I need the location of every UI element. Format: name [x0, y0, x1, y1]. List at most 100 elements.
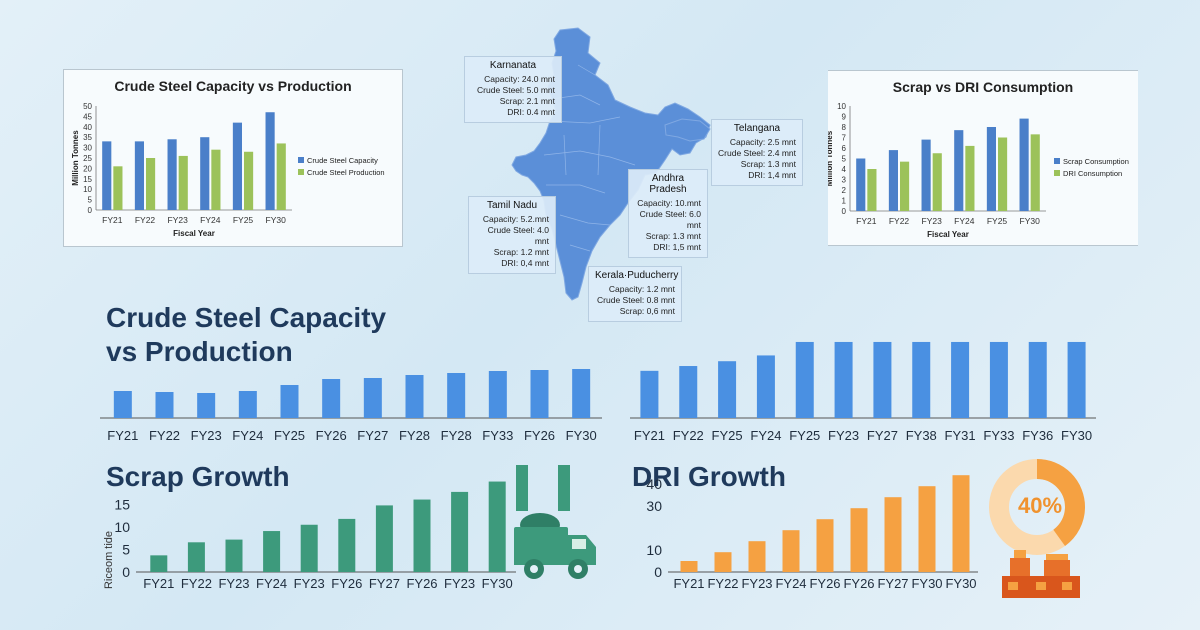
x-tick-label: FY30: [566, 428, 597, 443]
x-tick-label: FY38: [906, 428, 937, 443]
bar-series-2: [998, 137, 1008, 211]
x-tick-label: FY24: [232, 428, 263, 443]
bar-series-1: [200, 137, 210, 210]
x-tick-label: FY27: [357, 428, 388, 443]
callout-line: Capacity: 24.0 mnt: [484, 74, 555, 84]
bar-series-1: [888, 150, 898, 211]
factory-icon: [1002, 550, 1080, 598]
callout-line: DRI: 1,5 mnt: [653, 242, 701, 252]
bar-series-1: [1019, 118, 1029, 211]
main-title-line1: Crude Steel Capacity: [106, 302, 387, 333]
y-tick-label: 30: [83, 144, 92, 153]
y-tick-label: 2: [842, 186, 847, 195]
x-tick-label: FY23: [828, 428, 859, 443]
scrap-dri-panel: Scrap vs DRI Consumption 0 1 2 3 4 5 6 7 8 9 10 FY2…: [828, 70, 1138, 246]
x-tick-label: FY23: [922, 216, 943, 226]
callout-karnanata: Karnanata Capacity: 24.0 mnt Crude Steel…: [464, 56, 562, 123]
bar: [572, 369, 591, 418]
x-tick-label: FY28: [441, 428, 472, 443]
x-tick-label: FY26: [843, 576, 874, 591]
y-tick-label: 10: [837, 102, 846, 111]
bar-series-2: [932, 153, 942, 211]
bar: [225, 539, 243, 572]
y-tick-label: 30: [646, 498, 662, 514]
bar: [1067, 341, 1086, 418]
callout-line: Crude Steel: 4.0 mnt: [487, 225, 549, 246]
dri-growth-title: DRI Growth: [632, 461, 786, 492]
callout-line: DRI: 1,4 mnt: [748, 170, 796, 180]
x-tick-label: FY26: [524, 428, 555, 443]
callout-name: Karnanata: [489, 60, 537, 71]
bar: [197, 393, 216, 418]
x-tick-label: FY21: [634, 428, 665, 443]
bar: [405, 375, 424, 418]
callout-line: Scrap: 1.2 mnt: [493, 247, 549, 257]
bar: [451, 491, 469, 572]
bar-series-2: [965, 145, 975, 211]
y-axis-label: Million Tonnes: [828, 130, 834, 186]
x-tick-label: FY23: [444, 576, 475, 591]
y-tick-label: 5: [88, 196, 93, 205]
bar-series-2: [244, 151, 254, 210]
bar-series-1: [954, 130, 964, 211]
bar-series-1: [921, 139, 931, 211]
bar-series-2: [867, 169, 877, 211]
x-tick-label: FY22: [149, 428, 180, 443]
x-tick-label: FY30: [1061, 428, 1092, 443]
bar-series-2: [146, 158, 156, 210]
bar: [952, 475, 970, 572]
callout-andhra-pradesh: Andhra Pradesh Capacity: 10.mnt Crude St…: [628, 169, 708, 258]
callout-line: DRI: 0,4 mnt: [501, 258, 549, 268]
bar: [322, 379, 341, 418]
y-tick-label: 9: [842, 113, 847, 122]
x-tick-label: FY31: [945, 428, 976, 443]
bar: [413, 499, 431, 572]
x-axis-label: Fiscal Year: [927, 230, 969, 239]
chart-title: Scrap vs DRI Consumption: [892, 79, 1074, 95]
x-tick-label: FY22: [135, 215, 156, 225]
y-tick-label: 0: [88, 206, 93, 215]
bar: [795, 341, 814, 418]
state-borders: [543, 64, 636, 252]
x-tick-label: FY30: [945, 576, 976, 591]
truck-icon: [514, 465, 596, 579]
x-tick-label: FY25: [987, 216, 1008, 226]
bar: [530, 370, 549, 418]
x-tick-label: FY25: [712, 428, 743, 443]
bar: [873, 341, 892, 418]
bar-series-1: [265, 112, 275, 210]
y-tick-label: 8: [842, 123, 847, 132]
y-tick-label: 10: [114, 519, 130, 535]
x-tick-label: FY27: [369, 576, 400, 591]
northeast-region: [664, 118, 711, 142]
bar: [263, 531, 281, 572]
main-title-line2: vs Production: [106, 336, 293, 367]
x-tick-label: FY22: [889, 216, 910, 226]
callout-kerala-puducherry: Kerala·Puducherry Capacity: 1.2 mnt Crud…: [588, 266, 682, 322]
x-tick-label: FY23: [218, 576, 249, 591]
y-tick-label: 1: [842, 197, 847, 206]
x-tick-label: FY30: [266, 215, 287, 225]
y-tick-label: 20: [83, 164, 92, 173]
x-tick-label: FY25: [789, 428, 820, 443]
bar: [488, 481, 506, 572]
callout-name: Andhra Pradesh: [649, 173, 687, 195]
bar: [718, 361, 737, 418]
y-tick-label: 15: [83, 175, 92, 184]
callout-line: Crude Steel: 0.8 mnt: [597, 295, 675, 305]
x-tick-label: FY23: [294, 576, 325, 591]
x-tick-label: FY21: [856, 216, 877, 226]
callout-line: Capacity: 1.2 mnt: [608, 284, 675, 294]
x-tick-label: FY21: [673, 576, 704, 591]
bar: [850, 508, 868, 572]
legend-swatch: [1054, 170, 1060, 176]
callout-line: Scrap: 2.1 mnt: [499, 96, 555, 106]
x-tick-label: FY33: [482, 428, 513, 443]
bar: [447, 373, 466, 418]
bar-series-2: [211, 149, 221, 210]
dri-share-label: 40%: [1017, 493, 1063, 518]
x-axis-label: Fiscal Year: [173, 229, 215, 238]
x-tick-label: FY33: [983, 428, 1014, 443]
x-tick-label: FY27: [877, 576, 908, 591]
